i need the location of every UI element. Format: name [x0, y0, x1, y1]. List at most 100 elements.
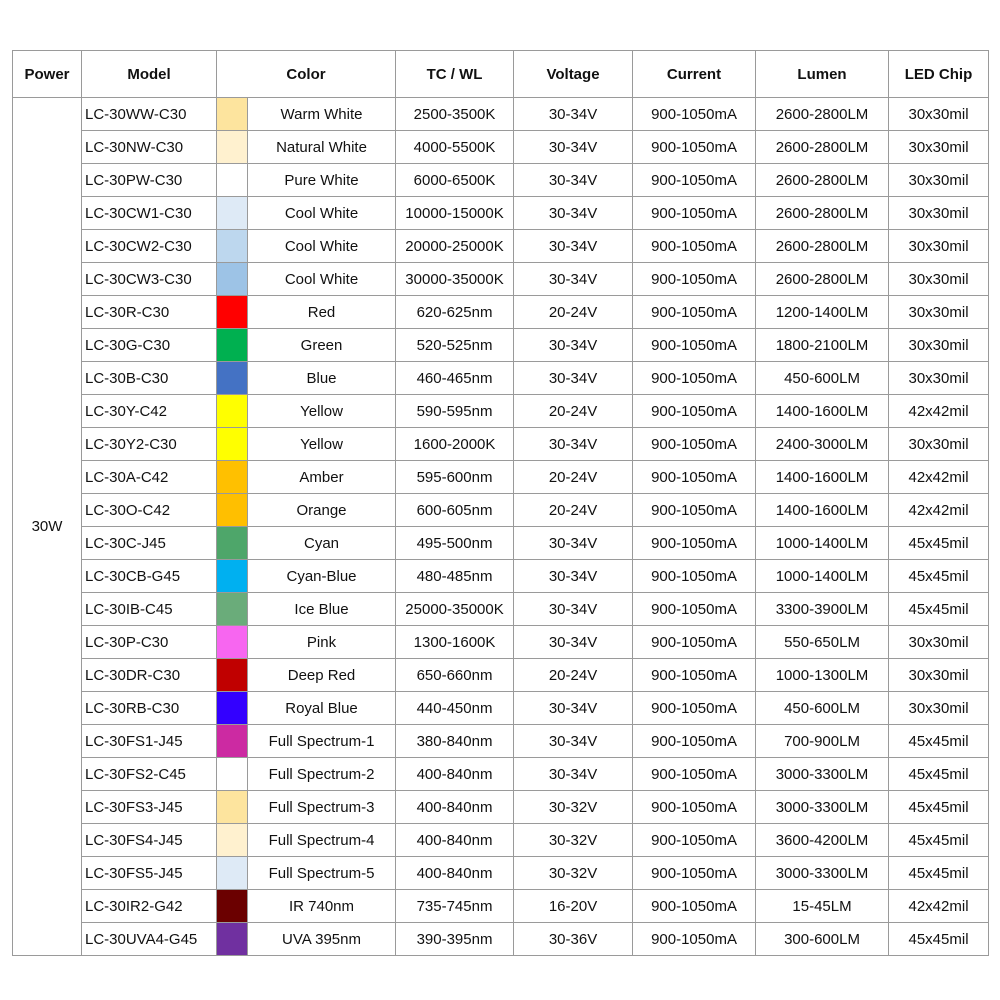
chip-cell: 45x45mil: [888, 592, 990, 626]
color-cell: Orange: [246, 493, 397, 527]
color-cell: Yellow: [246, 394, 397, 428]
color-swatch: [216, 493, 248, 527]
color-swatch: [216, 790, 248, 824]
table-row: LC-30IB-C45 Ice Blue 25000-35000K 30-34V 900…: [13, 592, 990, 626]
color-swatch: [216, 460, 248, 494]
header-row: Power Model Color TC / WL Voltage Current Lume…: [12, 50, 990, 98]
tcwl-cell: 460-465nm: [395, 361, 515, 395]
table-row: LC-30B-C30 Blue 460-465nm 30-34V 900-1050mA 4…: [13, 361, 990, 395]
lumen-cell: 1400-1600LM: [755, 394, 890, 428]
table-row: LC-30Y2-C30 Yellow 1600-2000K 30-34V 900-105…: [13, 427, 990, 461]
table-row: LC-30IR2-G42 IR 740nm 735-745nm 16-20V 900-1…: [13, 889, 990, 923]
model-cell: LC-30PW-C30: [81, 163, 217, 197]
model-cell: LC-30UVA4-G45: [81, 922, 217, 956]
color-cell: Full Spectrum-2: [246, 757, 397, 791]
color-swatch: [216, 559, 248, 593]
color-swatch: [216, 922, 248, 956]
model-cell: LC-30IR2-G42: [81, 889, 217, 923]
tcwl-cell: 495-500nm: [395, 526, 515, 560]
table-row: LC-30FS4-J45 Full Spectrum-4 400-840nm 30-3…: [13, 823, 990, 857]
lumen-cell: 2600-2800LM: [755, 130, 890, 164]
voltage-cell: 30-32V: [513, 790, 634, 824]
voltage-cell: 30-34V: [513, 97, 634, 131]
model-cell: LC-30CB-G45: [81, 559, 217, 593]
voltage-cell: 30-34V: [513, 592, 634, 626]
chip-cell: 30x30mil: [888, 658, 990, 692]
model-cell: LC-30CW2-C30: [81, 229, 217, 263]
voltage-cell: 30-34V: [513, 130, 634, 164]
chip-cell: 45x45mil: [888, 559, 990, 593]
color-swatch: [216, 724, 248, 758]
color-cell: Natural White: [246, 130, 397, 164]
tcwl-cell: 1600-2000K: [395, 427, 515, 461]
power-cell: 30W: [12, 97, 82, 956]
tcwl-cell: 590-595nm: [395, 394, 515, 428]
voltage-cell: 30-34V: [513, 691, 634, 725]
model-cell: LC-30IB-C45: [81, 592, 217, 626]
model-cell: LC-30C-J45: [81, 526, 217, 560]
model-cell: LC-30P-C30: [81, 625, 217, 659]
current-cell: 900-1050mA: [632, 856, 757, 890]
chip-cell: 42x42mil: [888, 460, 990, 494]
column-header: LED Chip: [888, 50, 990, 98]
table-row: LC-30G-C30 Green 520-525nm 30-34V 900-1050mA…: [13, 328, 990, 362]
voltage-cell: 30-34V: [513, 229, 634, 263]
model-cell: LC-30Y2-C30: [81, 427, 217, 461]
color-swatch: [216, 394, 248, 428]
chip-cell: 30x30mil: [888, 691, 990, 725]
current-cell: 900-1050mA: [632, 922, 757, 956]
color-swatch: [216, 262, 248, 296]
tcwl-cell: 6000-6500K: [395, 163, 515, 197]
model-cell: LC-30RB-C30: [81, 691, 217, 725]
voltage-cell: 30-34V: [513, 526, 634, 560]
column-header: TC / WL: [395, 50, 515, 98]
current-cell: 900-1050mA: [632, 130, 757, 164]
model-cell: LC-30FS2-C45: [81, 757, 217, 791]
chip-cell: 45x45mil: [888, 922, 990, 956]
table-row: LC-30A-C42 Amber 595-600nm 20-24V 900-1050mA…: [13, 460, 990, 494]
current-cell: 900-1050mA: [632, 229, 757, 263]
color-cell: Full Spectrum-5: [246, 856, 397, 890]
column-header: Model: [81, 50, 217, 98]
lumen-cell: 2600-2800LM: [755, 262, 890, 296]
color-swatch: [216, 361, 248, 395]
tcwl-cell: 20000-25000K: [395, 229, 515, 263]
model-cell: LC-30CW3-C30: [81, 262, 217, 296]
model-cell: LC-30NW-C30: [81, 130, 217, 164]
lumen-cell: 3000-3300LM: [755, 790, 890, 824]
current-cell: 900-1050mA: [632, 724, 757, 758]
column-header: Voltage: [513, 50, 634, 98]
current-cell: 900-1050mA: [632, 526, 757, 560]
color-cell: Pure White: [246, 163, 397, 197]
tcwl-cell: 25000-35000K: [395, 592, 515, 626]
model-cell: LC-30O-C42: [81, 493, 217, 527]
color-cell: Green: [246, 328, 397, 362]
column-header: Color: [215, 50, 397, 98]
color-cell: Cool White: [246, 262, 397, 296]
voltage-cell: 20-24V: [513, 493, 634, 527]
lumen-cell: 3600-4200LM: [755, 823, 890, 857]
voltage-cell: 30-34V: [513, 196, 634, 230]
current-cell: 900-1050mA: [632, 691, 757, 725]
color-cell: UVA 395nm: [246, 922, 397, 956]
lumen-cell: 450-600LM: [755, 361, 890, 395]
color-cell: Royal Blue: [246, 691, 397, 725]
color-cell: Pink: [246, 625, 397, 659]
table-row: LC-30Y-C42 Yellow 590-595nm 20-24V 900-1050m…: [13, 394, 990, 428]
tcwl-cell: 10000-15000K: [395, 196, 515, 230]
tcwl-cell: 440-450nm: [395, 691, 515, 725]
table-row: LC-30CW1-C30 Cool White 10000-15000K 30-34V…: [13, 196, 990, 230]
model-cell: LC-30CW1-C30: [81, 196, 217, 230]
color-swatch: [216, 295, 248, 329]
table-row: LC-30RB-C30 Royal Blue 440-450nm 30-34V 900-…: [13, 691, 990, 725]
color-swatch: [216, 823, 248, 857]
color-cell: Full Spectrum-4: [246, 823, 397, 857]
color-cell: Cyan: [246, 526, 397, 560]
voltage-cell: 20-24V: [513, 394, 634, 428]
model-cell: LC-30Y-C42: [81, 394, 217, 428]
color-cell: Amber: [246, 460, 397, 494]
tcwl-cell: 735-745nm: [395, 889, 515, 923]
lumen-cell: 1000-1300LM: [755, 658, 890, 692]
model-cell: LC-30FS3-J45: [81, 790, 217, 824]
tcwl-cell: 4000-5500K: [395, 130, 515, 164]
